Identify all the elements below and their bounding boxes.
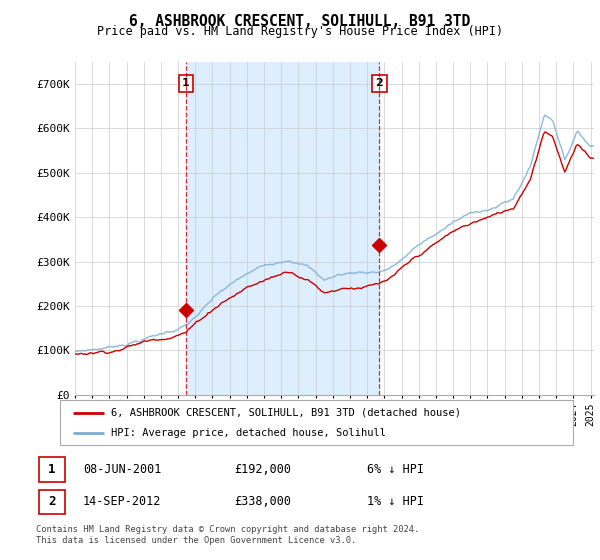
Text: 08-JUN-2001: 08-JUN-2001 <box>83 463 161 476</box>
Text: 6, ASHBROOK CRESCENT, SOLIHULL, B91 3TD (detached house): 6, ASHBROOK CRESCENT, SOLIHULL, B91 3TD … <box>112 408 461 418</box>
Text: £338,000: £338,000 <box>235 496 292 508</box>
Text: 1: 1 <box>48 463 56 476</box>
Text: 1: 1 <box>182 78 190 88</box>
Text: 6% ↓ HPI: 6% ↓ HPI <box>367 463 424 476</box>
Bar <box>186 62 379 395</box>
Text: £192,000: £192,000 <box>235 463 292 476</box>
FancyBboxPatch shape <box>39 489 65 514</box>
Text: HPI: Average price, detached house, Solihull: HPI: Average price, detached house, Soli… <box>112 428 386 438</box>
Text: Price paid vs. HM Land Registry's House Price Index (HPI): Price paid vs. HM Land Registry's House … <box>97 25 503 38</box>
FancyBboxPatch shape <box>39 458 65 482</box>
Text: 14-SEP-2012: 14-SEP-2012 <box>83 496 161 508</box>
Text: Contains HM Land Registry data © Crown copyright and database right 2024.
This d: Contains HM Land Registry data © Crown c… <box>36 525 419 545</box>
Text: 2: 2 <box>376 78 383 88</box>
Text: 6, ASHBROOK CRESCENT, SOLIHULL, B91 3TD: 6, ASHBROOK CRESCENT, SOLIHULL, B91 3TD <box>130 14 470 29</box>
Text: 2: 2 <box>48 496 56 508</box>
FancyBboxPatch shape <box>60 400 573 445</box>
Text: 1% ↓ HPI: 1% ↓ HPI <box>367 496 424 508</box>
